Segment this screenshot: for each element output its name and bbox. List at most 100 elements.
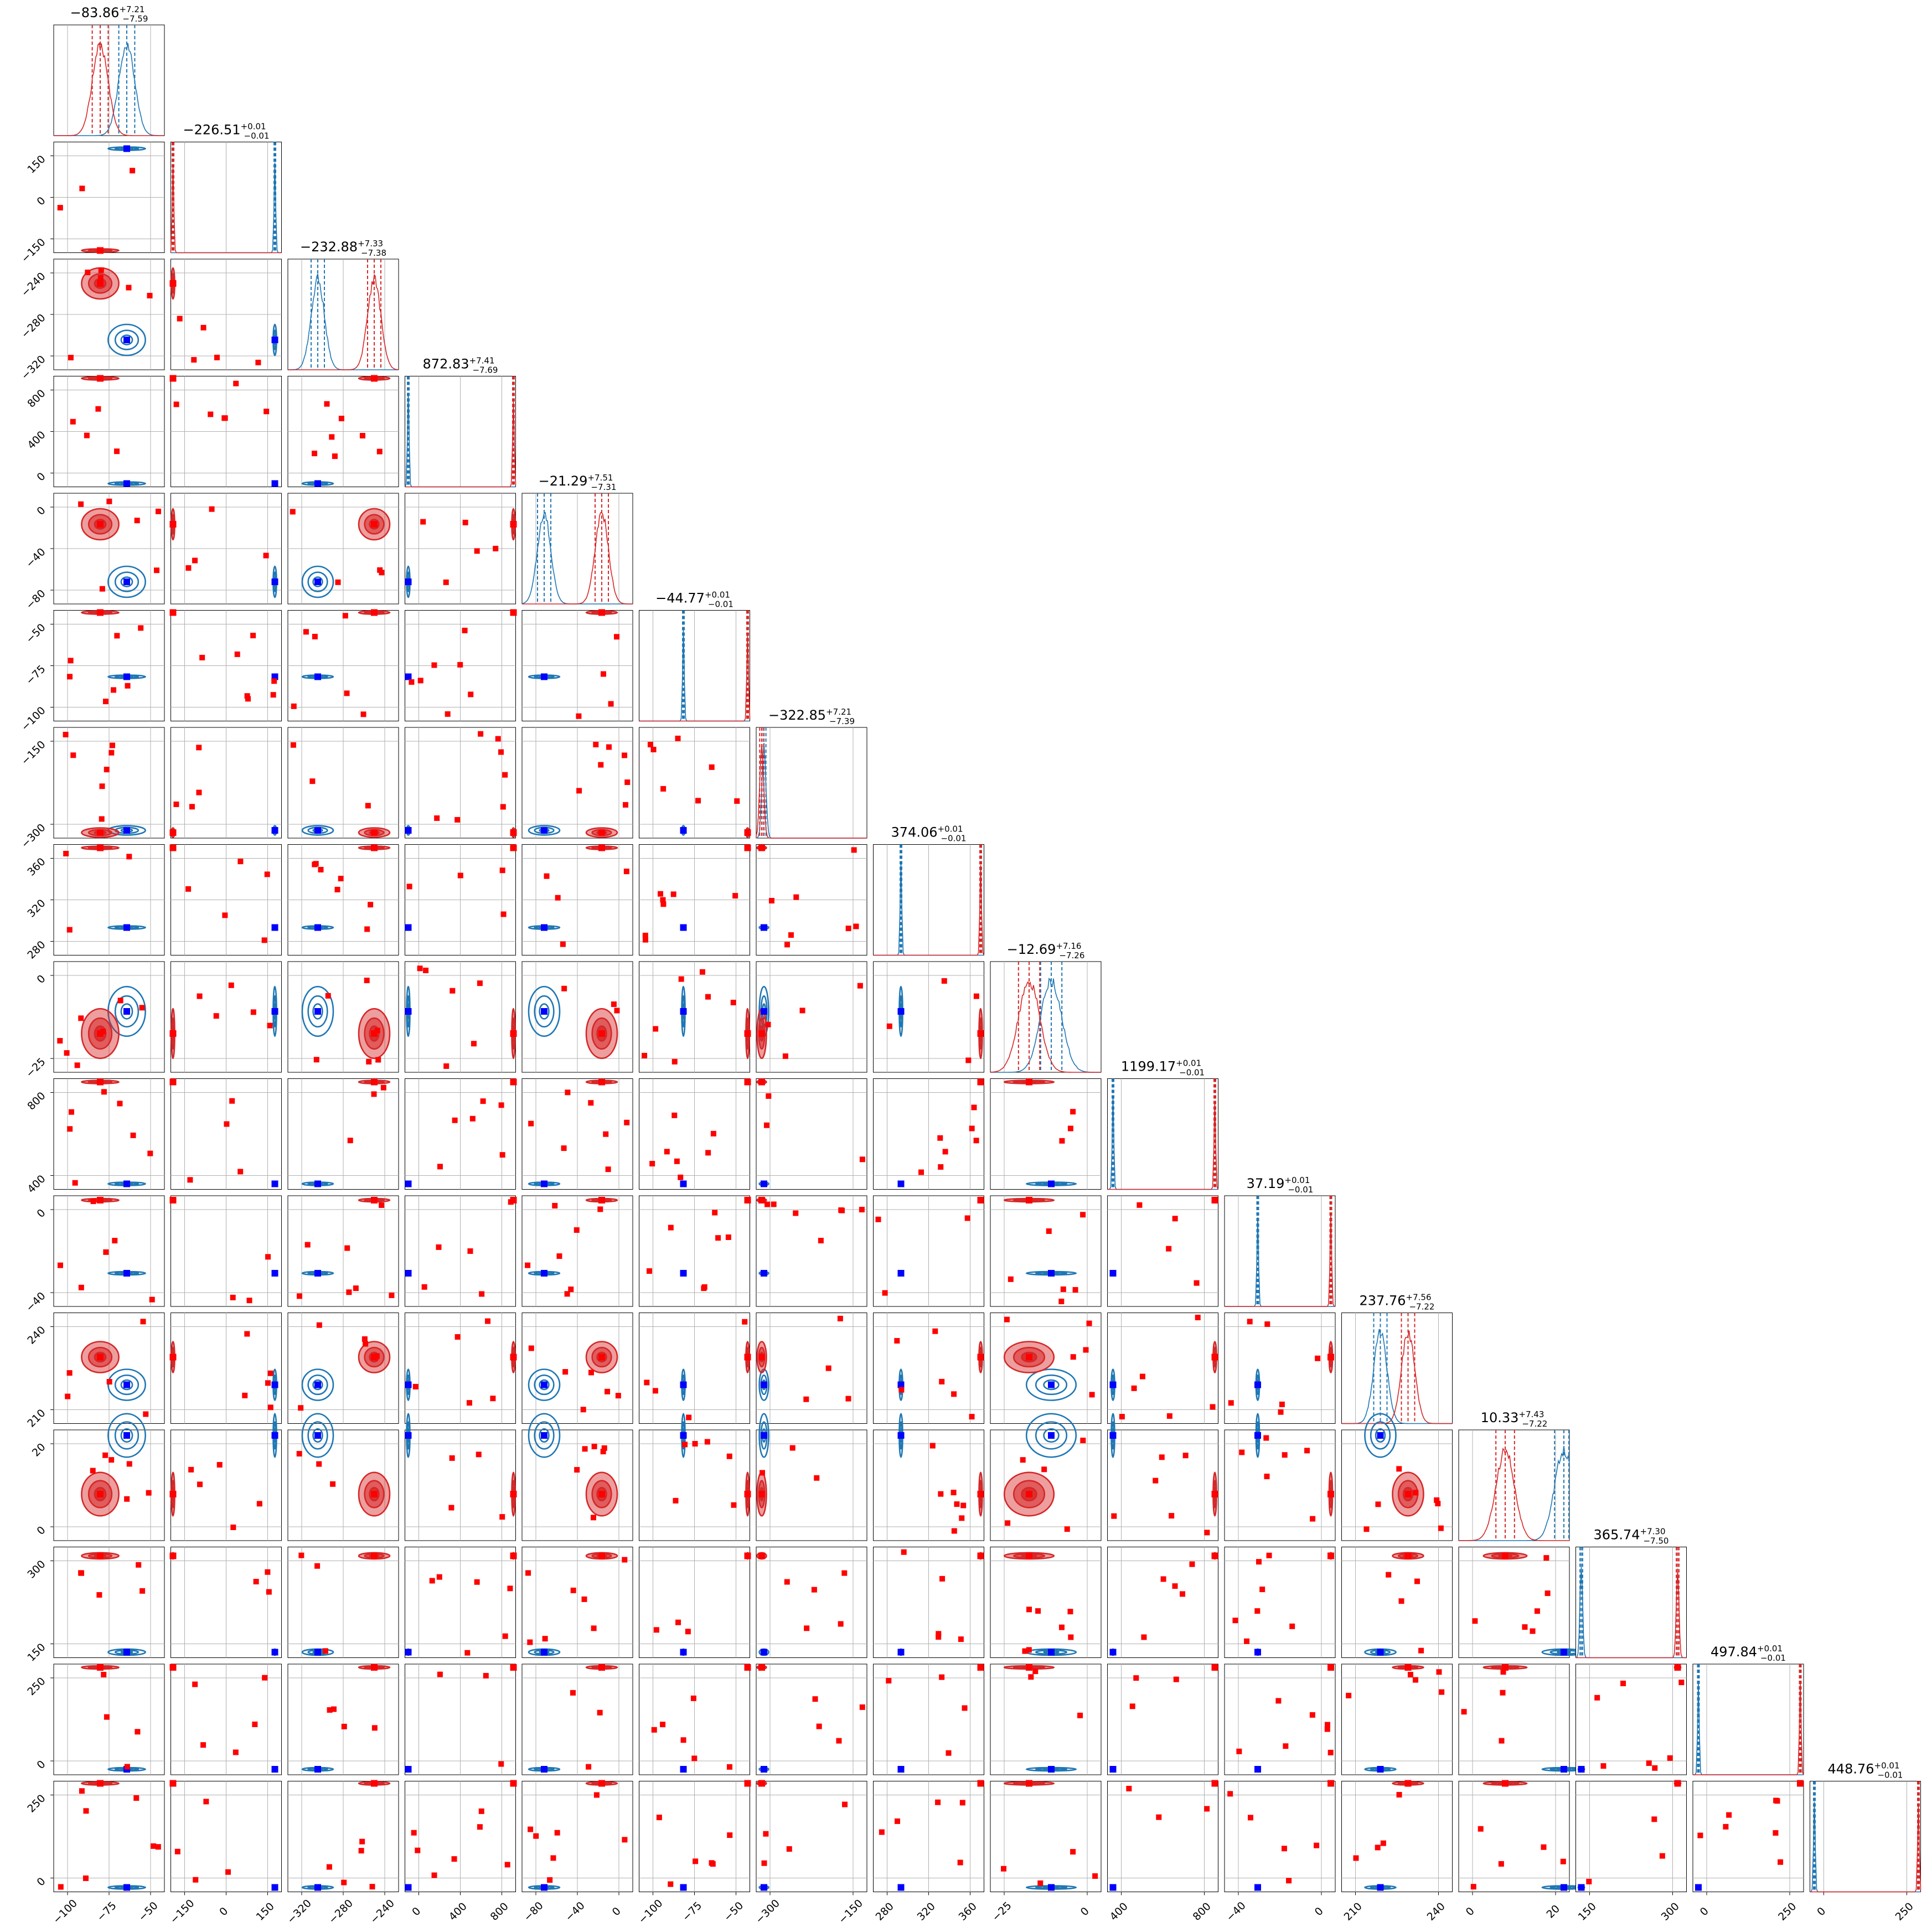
- y-tick-label: −150: [19, 738, 48, 767]
- outlier-point: [417, 965, 423, 972]
- outlier-point: [106, 1379, 112, 1385]
- outlier-point: [525, 1570, 531, 1576]
- outlier-point: [576, 788, 582, 794]
- outlier-point: [765, 1021, 771, 1027]
- outlier-point: [1194, 1280, 1200, 1286]
- x-tick-label: 20: [1544, 1903, 1562, 1921]
- panel-10-7: [873, 1195, 984, 1307]
- outlier-point: [1046, 1228, 1052, 1234]
- panel-14-0: 250 0: [25, 1664, 165, 1775]
- panel-frame: [1341, 1664, 1453, 1775]
- y-tick-label: −240: [19, 270, 48, 299]
- panel-13-1: [169, 1547, 282, 1658]
- outlier-point: [1396, 1792, 1402, 1798]
- outlier-point: [838, 1621, 844, 1627]
- outlier-point: [312, 633, 318, 639]
- truth-marker-blue: [897, 1766, 905, 1773]
- histogram-red: [54, 42, 164, 136]
- outlier-point: [615, 1393, 621, 1399]
- outlier-point: [556, 1253, 562, 1259]
- outlier-point: [101, 1672, 107, 1678]
- truth-marker-blue: [314, 578, 321, 585]
- outlier-point: [1264, 1474, 1270, 1480]
- outlier-point: [670, 891, 676, 897]
- outlier-point: [359, 433, 365, 439]
- truth-marker-blue: [541, 924, 547, 931]
- outlier-point: [1137, 1202, 1143, 1208]
- outlier-point: [462, 627, 468, 633]
- truth-marker-blue: [405, 578, 412, 585]
- outlier-point: [1228, 1400, 1234, 1406]
- title-param-14: 497.84+0.01 −0.01: [1711, 1644, 1786, 1663]
- outlier-point: [1773, 1830, 1779, 1836]
- panel-frame: [1107, 1547, 1218, 1658]
- contour-blue-level-2: [539, 1379, 550, 1391]
- outlier-point: [1375, 1501, 1381, 1507]
- x-tick-label: 0: [610, 1905, 623, 1918]
- truth-marker-blue: [314, 1381, 321, 1388]
- y-tick-label: −80: [24, 587, 48, 612]
- outlier-point: [685, 1629, 691, 1635]
- outlier-point: [732, 893, 738, 899]
- outlier-point: [969, 1414, 975, 1420]
- outlier-point: [296, 1451, 302, 1457]
- outlier-point: [1173, 1676, 1179, 1682]
- outlier-point: [836, 1738, 842, 1744]
- outlier-point: [845, 926, 851, 932]
- truth-marker-blue: [1561, 1649, 1567, 1656]
- outlier-point: [374, 1353, 380, 1359]
- outlier-point: [1375, 1845, 1381, 1851]
- truth-marker-blue: [271, 480, 278, 487]
- outlier-point: [678, 976, 684, 982]
- outlier-point: [1111, 1513, 1117, 1519]
- outlier-point: [476, 1451, 482, 1458]
- truth-marker-blue: [123, 827, 130, 834]
- truth-marker-blue: [1109, 1381, 1117, 1388]
- outlier-point: [886, 1678, 892, 1684]
- outlier-point: [803, 1396, 809, 1402]
- panel-frame: [1575, 1547, 1687, 1658]
- truth-marker-blue: [1109, 1766, 1117, 1773]
- truth-marker-blue: [541, 673, 547, 680]
- truth-marker-blue: [541, 827, 547, 834]
- panel-15-3: 0 400 800: [405, 1780, 517, 1923]
- outlier-point: [499, 1152, 505, 1158]
- panel-14-12: [1458, 1664, 1587, 1775]
- outlier-point: [138, 625, 144, 631]
- truth-marker-red: [744, 1354, 751, 1361]
- outlier-point: [564, 1291, 570, 1297]
- panel-12-11: [1341, 1413, 1453, 1541]
- panel-3-2: [287, 375, 399, 487]
- outlier-point: [690, 1695, 696, 1701]
- panel-6-1: [169, 727, 282, 839]
- truth-marker-red: [510, 1664, 517, 1671]
- panel-4-1: [169, 493, 282, 605]
- panel-11-6: [756, 1313, 867, 1424]
- outlier-point: [457, 662, 463, 668]
- truth-marker-red: [1327, 1491, 1334, 1497]
- outlier-point: [1304, 1448, 1310, 1454]
- panel-13-5: [639, 1547, 751, 1658]
- panel-3-3: 872.83+7.41 −7.69: [404, 356, 516, 488]
- truth-marker-red: [977, 1780, 984, 1787]
- outlier-point: [478, 731, 484, 737]
- outlier-point: [173, 401, 179, 407]
- truth-marker-red: [598, 1552, 605, 1559]
- outlier-point: [894, 1337, 900, 1344]
- panel-frame: [990, 961, 1102, 1073]
- truth-marker-red: [598, 829, 605, 836]
- outlier-point: [1522, 1624, 1528, 1630]
- outlier-point: [359, 1838, 365, 1845]
- outlier-point: [1651, 1816, 1657, 1822]
- outlier-point: [644, 1380, 650, 1386]
- outlier-point: [1534, 1608, 1540, 1614]
- outlier-point: [457, 872, 463, 879]
- outlier-point: [1236, 1748, 1242, 1754]
- panel-frame: [1107, 1429, 1218, 1541]
- outlier-point: [812, 1696, 818, 1702]
- contour-blue-level-2: [539, 1428, 550, 1443]
- outlier-point: [1438, 1525, 1444, 1531]
- outlier-point: [78, 1015, 84, 1021]
- truth-marker-blue: [1048, 1649, 1055, 1656]
- truth-marker-red: [169, 1552, 177, 1559]
